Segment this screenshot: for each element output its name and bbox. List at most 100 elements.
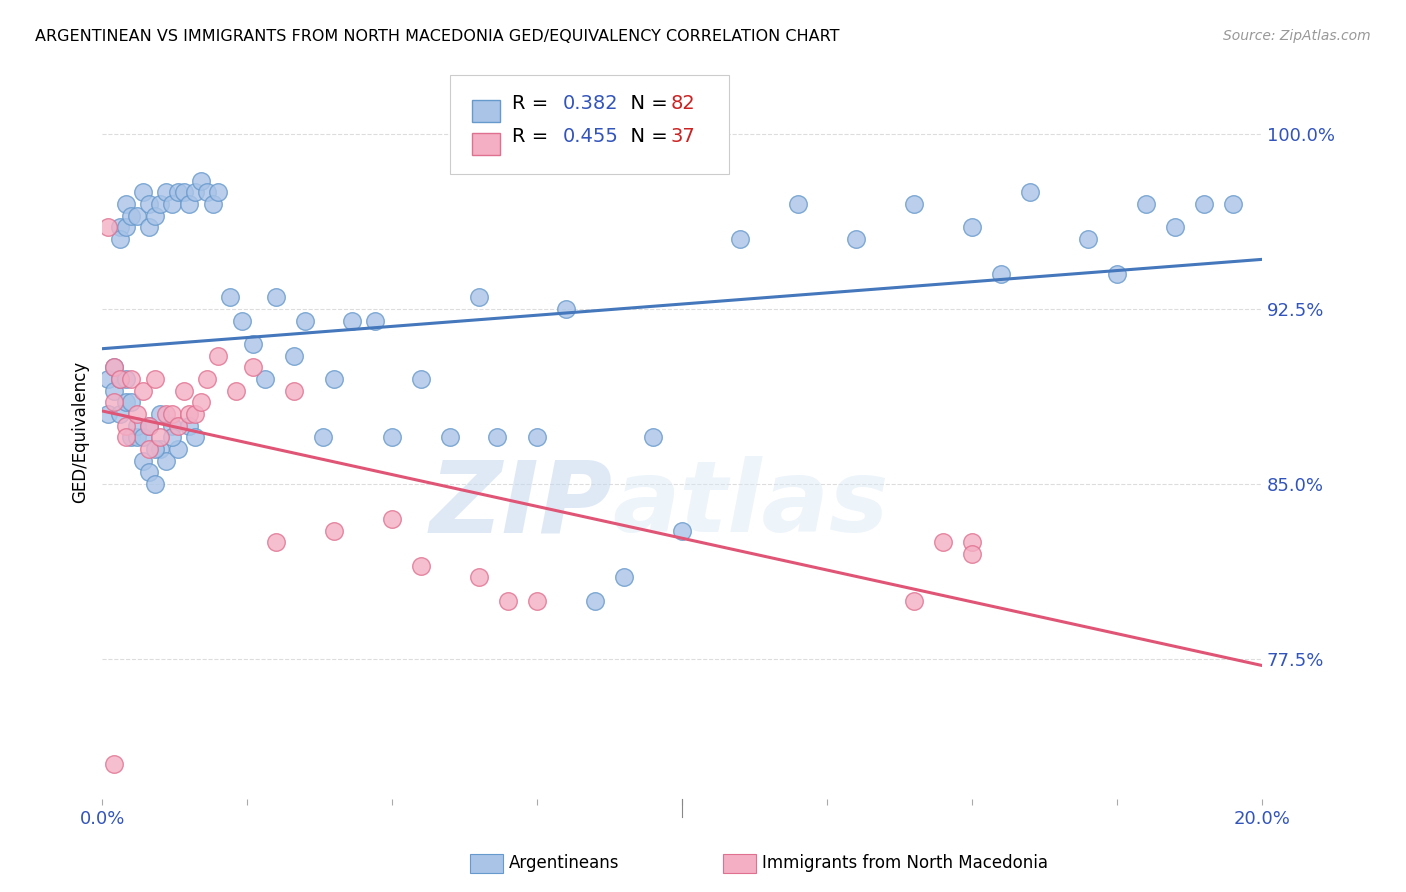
FancyBboxPatch shape	[472, 133, 501, 155]
Point	[960, 547, 983, 561]
Point	[132, 453, 155, 467]
Text: ARGENTINEAN VS IMMIGRANTS FROM NORTH MACEDONIA GED/EQUIVALENCY CORRELATION CHART: ARGENTINEAN VS IMMIGRANTS FROM NORTH MAC…	[35, 29, 839, 44]
Point	[132, 186, 155, 200]
Point	[138, 197, 160, 211]
Point	[138, 465, 160, 479]
Point	[97, 372, 120, 386]
Point	[207, 349, 229, 363]
Point	[1164, 220, 1187, 235]
Point	[114, 197, 136, 211]
Point	[108, 372, 131, 386]
Point	[179, 197, 201, 211]
Point	[127, 418, 149, 433]
Point	[155, 453, 177, 467]
Point	[143, 209, 166, 223]
Point	[127, 407, 149, 421]
Point	[179, 407, 201, 421]
Point	[526, 430, 548, 444]
Point	[120, 372, 142, 386]
Point	[496, 593, 519, 607]
Point	[613, 570, 636, 584]
Point	[138, 418, 160, 433]
Point	[108, 232, 131, 246]
Point	[340, 313, 363, 327]
Point	[114, 430, 136, 444]
Point	[103, 756, 125, 771]
Point	[155, 186, 177, 200]
Point	[190, 174, 212, 188]
Y-axis label: GED/Equivalency: GED/Equivalency	[72, 360, 89, 502]
Point	[439, 430, 461, 444]
Point	[1019, 186, 1042, 200]
Point	[108, 407, 131, 421]
Point	[411, 372, 433, 386]
Text: N =: N =	[619, 127, 675, 145]
Point	[932, 535, 955, 549]
Point	[526, 593, 548, 607]
Point	[138, 418, 160, 433]
Point	[114, 220, 136, 235]
Point	[225, 384, 247, 398]
Point	[149, 442, 172, 456]
Point	[201, 197, 224, 211]
Point	[294, 313, 316, 327]
Text: Source: ZipAtlas.com: Source: ZipAtlas.com	[1223, 29, 1371, 43]
Point	[160, 407, 183, 421]
Point	[903, 197, 925, 211]
Point	[184, 186, 207, 200]
Point	[143, 442, 166, 456]
Point	[173, 186, 195, 200]
Point	[166, 442, 188, 456]
Point	[411, 558, 433, 573]
Point	[127, 430, 149, 444]
Point	[190, 395, 212, 409]
Point	[143, 477, 166, 491]
Point	[166, 418, 188, 433]
Point	[468, 570, 491, 584]
Point	[97, 407, 120, 421]
Point	[231, 313, 253, 327]
Point	[323, 372, 346, 386]
Point	[253, 372, 276, 386]
Text: ZIP: ZIP	[430, 457, 613, 553]
FancyBboxPatch shape	[450, 75, 728, 174]
Text: R =: R =	[512, 127, 554, 145]
Point	[166, 186, 188, 200]
Point	[138, 442, 160, 456]
Text: 0.382: 0.382	[562, 94, 619, 112]
Point	[960, 535, 983, 549]
Point	[583, 593, 606, 607]
Point	[120, 209, 142, 223]
Point	[103, 360, 125, 375]
Point	[114, 395, 136, 409]
Point	[114, 418, 136, 433]
Point	[1222, 197, 1244, 211]
Point	[195, 372, 218, 386]
Point	[179, 418, 201, 433]
Text: N =: N =	[619, 94, 675, 112]
Point	[149, 407, 172, 421]
Point	[114, 372, 136, 386]
Point	[155, 407, 177, 421]
Point	[468, 290, 491, 304]
Point	[1077, 232, 1099, 246]
Point	[903, 593, 925, 607]
Point	[381, 430, 404, 444]
Point	[127, 209, 149, 223]
Point	[283, 384, 305, 398]
Text: Argentineans: Argentineans	[509, 855, 620, 872]
Point	[671, 524, 693, 538]
Point	[160, 430, 183, 444]
FancyBboxPatch shape	[472, 100, 501, 122]
Point	[1135, 197, 1157, 211]
Point	[108, 372, 131, 386]
Point	[149, 197, 172, 211]
Point	[266, 535, 288, 549]
Point	[160, 418, 183, 433]
Point	[787, 197, 810, 211]
Point	[97, 220, 120, 235]
Point	[364, 313, 387, 327]
Point	[728, 232, 751, 246]
Point	[108, 220, 131, 235]
Point	[120, 395, 142, 409]
